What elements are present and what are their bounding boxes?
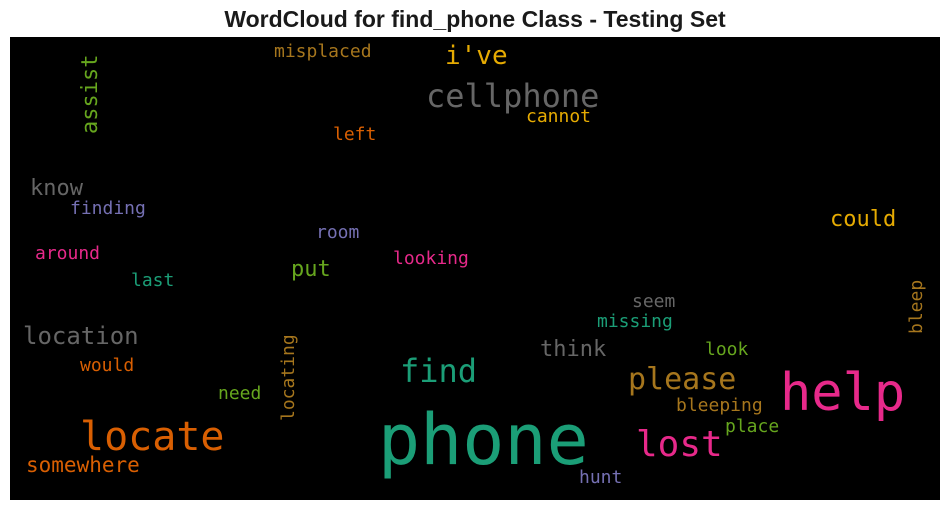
word-would: would: [80, 355, 135, 376]
word-know: know: [30, 176, 83, 201]
word-bleep: bleep: [906, 279, 927, 334]
word-looking: looking: [393, 248, 469, 269]
word-think: think: [540, 337, 607, 362]
chart-title: WordCloud for find_phone Class - Testing…: [224, 6, 726, 32]
word-misplaced: misplaced: [274, 41, 372, 62]
word-phone: phone: [378, 399, 589, 481]
word-please: please: [628, 362, 737, 397]
word-cannot: cannot: [526, 106, 592, 127]
word-bleeping: bleeping: [676, 395, 763, 416]
word-somewhere: somewhere: [26, 453, 140, 477]
word-lost: lost: [636, 424, 723, 465]
word-left: left: [333, 124, 377, 145]
word-cellphone: cellphone: [426, 77, 600, 115]
word-put: put: [291, 257, 331, 282]
word-assist: assist: [78, 54, 103, 134]
word-need: need: [218, 383, 262, 404]
word-cloud-canvas: phone help locate lost please find cellphone i'…: [10, 37, 940, 500]
word-hunt: hunt: [579, 467, 623, 488]
word-place: place: [725, 416, 780, 437]
word-finding: finding: [70, 198, 146, 219]
word-could: could: [830, 207, 897, 232]
word-last: last: [131, 270, 175, 291]
word-seem: seem: [632, 291, 676, 312]
word-help: help: [780, 363, 906, 423]
word-look: look: [705, 339, 749, 360]
word-i-ve: i've: [445, 41, 508, 71]
word-missing: missing: [597, 311, 673, 332]
word-location: location: [23, 322, 139, 350]
word-locate: locate: [80, 414, 225, 460]
word-find: find: [400, 352, 478, 390]
word-around: around: [35, 243, 101, 264]
word-locating: locating: [278, 334, 299, 421]
word-room: room: [316, 222, 360, 243]
